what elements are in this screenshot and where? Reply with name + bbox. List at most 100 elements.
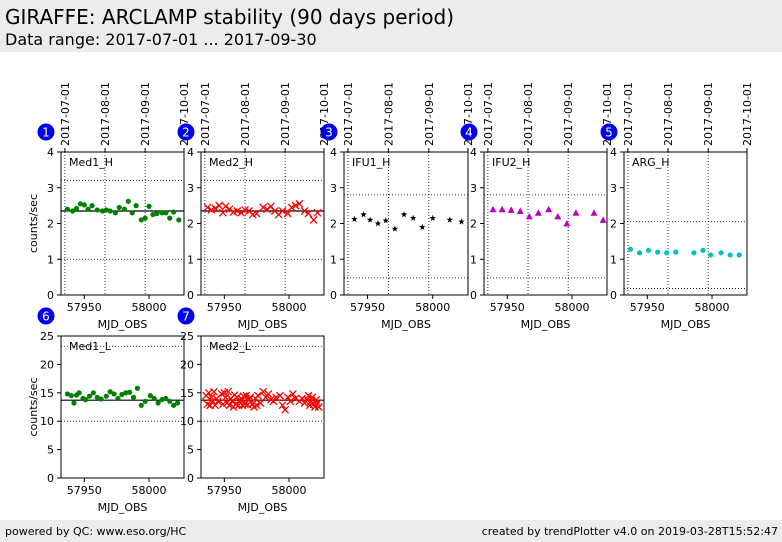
data-point <box>351 215 358 222</box>
data-point <box>572 209 580 216</box>
data-point <box>263 205 271 214</box>
data-point <box>254 391 262 400</box>
data-point <box>446 216 453 223</box>
data-point <box>174 400 181 406</box>
report-header: GIRAFFE: ARCLAMP stability (90 days peri… <box>0 0 782 52</box>
panel-2: 2017-07-01 2017-08-01 2017-09-01 2017-10-01… <box>177 82 331 331</box>
data-point <box>119 391 125 398</box>
data-range-subtitle: Data range: 2017-07-01 ... 2017-09-30 <box>5 30 317 49</box>
data-point <box>221 202 230 211</box>
date-tick-label: 2017-08-01 <box>662 82 675 146</box>
panel-title: Med2_L <box>209 340 252 353</box>
data-point <box>272 393 281 402</box>
date-tick-label: 2017-07-01 <box>342 82 355 146</box>
data-point <box>64 391 71 397</box>
y-tick-label: 1 <box>470 253 477 266</box>
date-tick-label: 2017-07-01 <box>482 82 495 146</box>
data-point <box>225 205 234 214</box>
data-point <box>98 396 104 402</box>
x-axis-label: MJD_OBS <box>381 318 431 331</box>
data-point <box>215 201 224 210</box>
data-point <box>237 208 246 217</box>
date-tick-label: 2017-09-01 <box>562 82 575 146</box>
x-tick-label: 57950 <box>350 301 385 314</box>
y-tick-label: 10 <box>40 415 54 428</box>
panel-3: 2017-07-01 2017-08-01 2017-09-01 2017-10-01… <box>320 82 475 331</box>
date-tick-label: 2017-10-01 <box>741 82 754 146</box>
x-axis-label: MJD_OBS <box>238 501 288 514</box>
panel-number-badge <box>37 123 55 141</box>
data-point <box>727 252 733 258</box>
y-tick-label: 5 <box>47 444 54 457</box>
y-tick-label: 4 <box>470 146 477 159</box>
data-point <box>224 387 233 396</box>
y-tick-label: 2 <box>47 218 54 231</box>
footer-qc-link[interactable]: powered by QC: www.eso.org/HC <box>5 525 187 538</box>
data-point <box>636 250 643 256</box>
data-point <box>130 394 137 400</box>
y-tick-label: 20 <box>40 358 54 371</box>
panel-7: 0 5 10 15 20 25 57950 58000 MJD_OBS Med2_L 7 <box>177 307 325 514</box>
data-point <box>366 216 374 223</box>
x-tick-label: 57950 <box>207 484 242 497</box>
date-tick-label: 2017-09-01 <box>139 82 152 146</box>
data-point <box>203 203 212 212</box>
data-point <box>85 206 91 212</box>
panel-number: 6 <box>42 310 50 324</box>
date-tick-label: 2017-07-01 <box>199 82 212 146</box>
y-tick-label: 2 <box>610 218 617 231</box>
data-point <box>382 217 389 224</box>
data-point <box>155 400 161 406</box>
y-tick-label: 15 <box>180 387 194 400</box>
data-point <box>121 206 128 212</box>
panel-title: ARG_H <box>632 156 669 169</box>
data-point <box>429 214 436 221</box>
plot-frame <box>200 335 325 479</box>
x-axis-label: MJD_OBS <box>238 318 288 331</box>
data-point <box>664 250 670 256</box>
x-tick-label: 58000 <box>272 301 307 314</box>
data-point <box>718 250 724 256</box>
data-point <box>281 405 290 414</box>
data-point <box>269 397 278 406</box>
data-point <box>291 201 300 210</box>
panel-number-badge <box>177 307 195 325</box>
y-tick-label: 0 <box>187 289 194 302</box>
data-point <box>259 387 268 396</box>
data-point <box>590 209 598 216</box>
plot-frame <box>60 151 185 296</box>
data-point <box>225 401 234 410</box>
data-point <box>90 390 96 396</box>
data-point <box>700 247 706 253</box>
data-point <box>138 402 144 408</box>
plot-frame <box>343 151 469 296</box>
y-tick-label: 0 <box>470 289 477 302</box>
y-tick-label: 4 <box>330 146 337 159</box>
data-point <box>599 216 607 223</box>
data-point <box>563 220 571 227</box>
x-tick-label: 58000 <box>415 301 450 314</box>
data-point <box>123 390 129 396</box>
data-point <box>252 209 261 218</box>
data-point <box>167 215 173 221</box>
panel-number-badge <box>320 123 338 141</box>
data-point <box>112 210 118 216</box>
data-point <box>70 208 76 214</box>
y-tick-label: 1 <box>610 253 617 266</box>
x-tick-label: 57950 <box>67 484 102 497</box>
data-point <box>283 393 292 402</box>
data-point <box>673 249 679 255</box>
data-point <box>151 395 157 402</box>
data-point <box>458 218 465 225</box>
data-point <box>374 220 382 227</box>
data-point <box>107 389 113 395</box>
y-tick-label: 0 <box>610 289 617 302</box>
y-tick-label: 4 <box>187 146 194 159</box>
date-tick-label: 2017-09-01 <box>702 82 715 146</box>
data-point <box>278 207 287 215</box>
y-tick-label: 0 <box>330 289 337 302</box>
data-point <box>163 395 169 402</box>
footer-created-by: created by trendPlotter v4.0 on 2019-03-… <box>481 525 778 538</box>
data-point <box>400 211 408 218</box>
data-point <box>94 207 100 213</box>
